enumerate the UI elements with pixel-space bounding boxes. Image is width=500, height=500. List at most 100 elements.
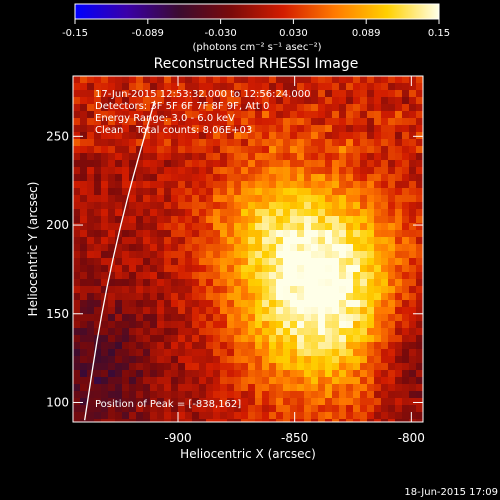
heatmap-cell <box>353 118 361 126</box>
heatmap-cell <box>416 167 423 175</box>
heatmap-cell <box>346 167 354 175</box>
heatmap-cell <box>325 125 333 133</box>
heatmap-cell <box>234 111 242 119</box>
heatmap-cell <box>283 230 291 238</box>
heatmap-cell <box>416 328 423 336</box>
heatmap-cell <box>402 300 410 308</box>
heatmap-cell <box>374 370 382 378</box>
heatmap-cell <box>108 104 116 112</box>
heatmap-cell <box>276 202 284 210</box>
heatmap-cell <box>367 286 375 294</box>
heatmap-cell <box>234 293 242 301</box>
heatmap-cell <box>416 391 423 399</box>
heatmap-cell <box>381 335 389 343</box>
heatmap-cell <box>248 209 256 217</box>
heatmap-cell <box>297 146 305 154</box>
heatmap-cell <box>122 104 130 112</box>
heatmap-cell <box>339 153 347 161</box>
heatmap-cell <box>234 139 242 147</box>
heatmap-cell <box>353 342 361 350</box>
heatmap-cell <box>122 384 130 392</box>
heatmap-cell <box>94 174 102 182</box>
heatmap-cell <box>80 251 88 259</box>
heatmap-cell <box>409 181 417 189</box>
heatmap-cell <box>283 90 291 98</box>
heatmap-cell <box>353 405 361 413</box>
heatmap-cell <box>276 216 284 224</box>
heatmap-cell <box>73 384 81 392</box>
heatmap-cell <box>290 104 298 112</box>
heatmap-cell <box>367 237 375 245</box>
heatmap-cell <box>157 118 165 126</box>
heatmap-cell <box>262 230 270 238</box>
heatmap-cell <box>262 216 270 224</box>
heatmap-cell <box>374 139 382 147</box>
heatmap-cell <box>227 209 235 217</box>
heatmap-cell <box>416 272 423 280</box>
heatmap-cell <box>108 279 116 287</box>
heatmap-cell <box>206 286 214 294</box>
heatmap-cell <box>108 293 116 301</box>
heatmap-cell <box>269 384 277 392</box>
heatmap-cell <box>143 405 151 413</box>
heatmap-cell <box>157 356 165 364</box>
heatmap-cell <box>234 307 242 315</box>
heatmap-cell <box>332 251 340 259</box>
heatmap-cell <box>248 405 256 413</box>
heatmap-cell <box>220 237 228 245</box>
heatmap-cell <box>290 342 298 350</box>
heatmap-cell <box>171 167 179 175</box>
heatmap-cell <box>374 181 382 189</box>
heatmap-cell <box>206 328 214 336</box>
heatmap-cell <box>388 216 396 224</box>
heatmap-cell <box>220 307 228 315</box>
heatmap-cell <box>346 202 354 210</box>
heatmap-cell <box>213 419 221 422</box>
heatmap-cell <box>332 174 340 182</box>
heatmap-cell <box>381 342 389 350</box>
heatmap-cell <box>220 153 228 161</box>
heatmap-cell <box>318 97 326 105</box>
heatmap-cell <box>283 384 291 392</box>
heatmap-cell <box>150 258 158 266</box>
heatmap-cell <box>206 90 214 98</box>
heatmap-cell <box>374 391 382 399</box>
heatmap-cell <box>241 132 249 140</box>
heatmap-cell <box>108 370 116 378</box>
heatmap-cell <box>164 237 172 245</box>
heatmap-cell <box>346 188 354 196</box>
heatmap-cell <box>213 90 221 98</box>
heatmap-cell <box>150 419 158 422</box>
heatmap-cell <box>87 118 95 126</box>
heatmap-cell <box>269 300 277 308</box>
heatmap-cell <box>108 412 116 420</box>
heatmap-cell <box>227 314 235 322</box>
heatmap-cell <box>409 223 417 231</box>
heatmap-cell <box>360 258 368 266</box>
heatmap-cell <box>339 160 347 168</box>
heatmap-cell <box>395 293 403 301</box>
heatmap-cell <box>143 244 151 252</box>
heatmap-cell <box>136 195 144 203</box>
heatmap-cell <box>234 321 242 329</box>
heatmap-cell <box>395 265 403 273</box>
heatmap-cell <box>395 342 403 350</box>
heatmap-cell <box>157 335 165 343</box>
heatmap-cell <box>108 111 116 119</box>
heatmap-cell <box>332 125 340 133</box>
heatmap-cell <box>416 307 423 315</box>
heatmap-cell <box>87 272 95 280</box>
heatmap-cell <box>150 104 158 112</box>
heatmap-cell <box>304 181 312 189</box>
heatmap-cell <box>150 76 158 84</box>
heatmap-cell <box>283 377 291 385</box>
heatmap-cell <box>220 377 228 385</box>
heatmap-cell <box>227 90 235 98</box>
heatmap-cell <box>227 111 235 119</box>
heatmap-cell <box>395 97 403 105</box>
heatmap-cell <box>367 104 375 112</box>
heatmap-cell <box>374 251 382 259</box>
heatmap-cell <box>143 258 151 266</box>
heatmap-cell <box>227 384 235 392</box>
heatmap-cell <box>290 251 298 259</box>
